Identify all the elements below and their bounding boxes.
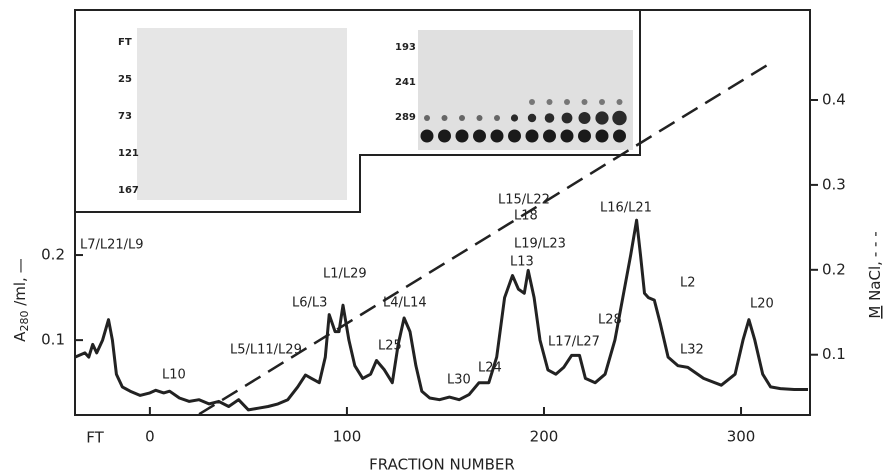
peak-label: L16/L21: [600, 201, 652, 216]
blot-dot: [562, 113, 573, 124]
y-axis-label: A280 /ml,—: [11, 258, 32, 342]
y-tick-label: 0.1: [41, 331, 65, 349]
y-label-sub: 280: [18, 311, 31, 332]
y2-label-key: - - -: [866, 231, 884, 257]
blot-dot: [491, 130, 504, 143]
blot-dot: [442, 115, 448, 121]
blot-dot: [529, 99, 535, 105]
blot-label: 121: [118, 148, 139, 159]
blot-label: FT: [118, 37, 132, 48]
blot-dot: [582, 99, 588, 105]
peak-label: L6/L3: [292, 296, 327, 311]
peak-label: L5/L11/L29: [230, 343, 302, 358]
y2-tick-label: 0.3: [822, 175, 846, 193]
y-label-rest: /ml,: [11, 277, 29, 310]
blot-dot: [613, 130, 626, 143]
blot-dot: [561, 130, 574, 143]
y-tick-label: 0.2: [41, 246, 65, 264]
x-tick-label: 0: [145, 428, 155, 446]
blot-label: 167: [118, 185, 139, 196]
blot-dot: [494, 115, 500, 121]
peak-label: L30: [447, 373, 471, 388]
blot-dot: [473, 130, 486, 143]
blot-label: 241: [395, 77, 416, 88]
blot-dot: [526, 130, 539, 143]
blot-dot: [508, 130, 521, 143]
peak-label: L24: [478, 361, 502, 376]
blot-dot: [578, 130, 591, 143]
blot-label: 289: [395, 112, 416, 123]
chart: FRACTION NUMBER FT A280 /ml,— M NaCl,- -…: [0, 0, 894, 475]
peak-label: L25: [378, 339, 402, 354]
peak-label: L4/L14: [383, 296, 427, 311]
peak-label: L19/L23: [514, 237, 566, 252]
peak-label: L1/L29: [323, 267, 367, 282]
blot-panel: [137, 28, 347, 200]
blot-dot: [547, 99, 553, 105]
y2-axis-label: M NaCl, - - -: [866, 231, 884, 318]
x-tick-label: 200: [530, 428, 559, 446]
blot-label: 73: [118, 111, 132, 122]
y2-tick-label: 0.1: [822, 345, 846, 363]
blot-label: 193: [395, 42, 416, 53]
peak-label: L15/L22: [498, 193, 550, 208]
blot-dot: [579, 112, 591, 124]
peak-label: L10: [162, 368, 186, 383]
blot-dot: [595, 111, 608, 124]
y2-tick-label: 0.4: [822, 91, 846, 109]
peak-label: L13: [510, 255, 534, 270]
blot-dot: [456, 130, 469, 143]
peak-label: L20: [750, 297, 774, 312]
y2-tick-label: 0.2: [822, 260, 846, 278]
peak-label: L18: [514, 209, 538, 224]
peak-label: L28: [598, 313, 622, 328]
blot-dot: [543, 130, 556, 143]
ft-label: FT: [86, 429, 104, 447]
blot-dot: [459, 115, 465, 121]
peak-label: L17/L27: [548, 335, 600, 350]
y2-label-rest: NaCl,: [866, 261, 884, 306]
blot-dot: [424, 115, 430, 121]
blot-dot: [612, 111, 626, 125]
inset: [75, 10, 640, 212]
blot-dot: [438, 130, 451, 143]
blot-dot: [421, 130, 434, 143]
blot-dot: [477, 115, 483, 121]
peak-label: L32: [680, 343, 704, 358]
blot-dot: [564, 99, 570, 105]
peak-label: L7/L21/L9: [80, 238, 144, 253]
blot-dot: [528, 114, 536, 122]
blot-label: 25: [118, 74, 132, 85]
x-tick-label: 100: [333, 428, 362, 446]
x-tick-label: 300: [727, 428, 756, 446]
blot-dot: [599, 99, 605, 105]
blot-dot: [545, 113, 555, 123]
blot-dot: [596, 130, 609, 143]
peak-label: L2: [680, 276, 696, 291]
blot-dot: [511, 114, 518, 121]
blot-dot: [617, 99, 623, 105]
x-axis-label: FRACTION NUMBER: [369, 456, 515, 474]
y-label-key: —: [11, 258, 29, 273]
y2-label-m: M: [866, 306, 884, 319]
